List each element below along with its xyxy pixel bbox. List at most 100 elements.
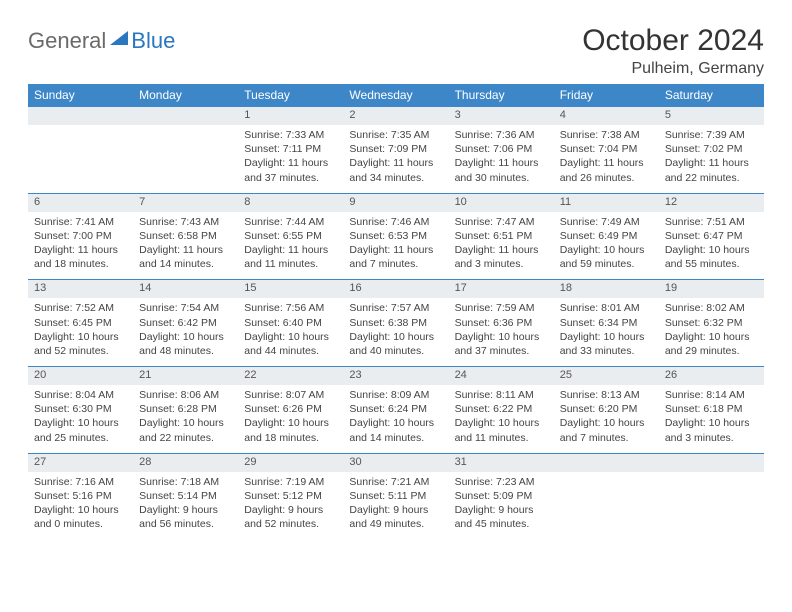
day-details (28, 125, 133, 188)
day-details: Sunrise: 7:57 AMSunset: 6:38 PMDaylight:… (343, 298, 448, 366)
calendar-cell: 8Sunrise: 7:44 AMSunset: 6:55 PMDaylight… (238, 193, 343, 280)
day-number (554, 454, 659, 472)
sunrise-text: Sunrise: 8:11 AM (455, 388, 548, 402)
daylight-text: Daylight: 11 hours and 11 minutes. (244, 243, 337, 271)
calendar-cell: 26Sunrise: 8:14 AMSunset: 6:18 PMDayligh… (659, 367, 764, 454)
calendar-row: 20Sunrise: 8:04 AMSunset: 6:30 PMDayligh… (28, 367, 764, 454)
sunset-text: Sunset: 7:02 PM (665, 142, 758, 156)
weekday-friday: Friday (554, 84, 659, 107)
sunset-text: Sunset: 7:04 PM (560, 142, 653, 156)
day-number (133, 107, 238, 125)
day-number: 5 (659, 107, 764, 125)
daylight-text: Daylight: 9 hours and 52 minutes. (244, 503, 337, 531)
day-number: 6 (28, 194, 133, 212)
calendar-cell: 10Sunrise: 7:47 AMSunset: 6:51 PMDayligh… (449, 193, 554, 280)
daylight-text: Daylight: 9 hours and 49 minutes. (349, 503, 442, 531)
calendar-cell: 14Sunrise: 7:54 AMSunset: 6:42 PMDayligh… (133, 280, 238, 367)
weekday-sunday: Sunday (28, 84, 133, 107)
calendar-cell: 5Sunrise: 7:39 AMSunset: 7:02 PMDaylight… (659, 107, 764, 194)
daylight-text: Daylight: 10 hours and 14 minutes. (349, 416, 442, 444)
day-details: Sunrise: 8:13 AMSunset: 6:20 PMDaylight:… (554, 385, 659, 453)
sunset-text: Sunset: 5:09 PM (455, 489, 548, 503)
calendar-cell: 16Sunrise: 7:57 AMSunset: 6:38 PMDayligh… (343, 280, 448, 367)
daylight-text: Daylight: 10 hours and 18 minutes. (244, 416, 337, 444)
daylight-text: Daylight: 10 hours and 22 minutes. (139, 416, 232, 444)
calendar-cell: 23Sunrise: 8:09 AMSunset: 6:24 PMDayligh… (343, 367, 448, 454)
day-number: 25 (554, 367, 659, 385)
day-number: 14 (133, 280, 238, 298)
calendar-cell: 30Sunrise: 7:21 AMSunset: 5:11 PMDayligh… (343, 453, 448, 539)
sunrise-text: Sunrise: 7:54 AM (139, 301, 232, 315)
sunset-text: Sunset: 5:16 PM (34, 489, 127, 503)
day-number: 11 (554, 194, 659, 212)
sunset-text: Sunset: 6:36 PM (455, 316, 548, 330)
day-number (659, 454, 764, 472)
sunset-text: Sunset: 6:22 PM (455, 402, 548, 416)
daylight-text: Daylight: 10 hours and 40 minutes. (349, 330, 442, 358)
day-number: 24 (449, 367, 554, 385)
sunrise-text: Sunrise: 8:13 AM (560, 388, 653, 402)
day-number: 13 (28, 280, 133, 298)
day-details: Sunrise: 8:06 AMSunset: 6:28 PMDaylight:… (133, 385, 238, 453)
calendar-cell: 6Sunrise: 7:41 AMSunset: 7:00 PMDaylight… (28, 193, 133, 280)
daylight-text: Daylight: 10 hours and 7 minutes. (560, 416, 653, 444)
calendar-cell: 20Sunrise: 8:04 AMSunset: 6:30 PMDayligh… (28, 367, 133, 454)
daylight-text: Daylight: 10 hours and 33 minutes. (560, 330, 653, 358)
day-details: Sunrise: 7:49 AMSunset: 6:49 PMDaylight:… (554, 212, 659, 280)
sunset-text: Sunset: 6:18 PM (665, 402, 758, 416)
daylight-text: Daylight: 11 hours and 7 minutes. (349, 243, 442, 271)
daylight-text: Daylight: 10 hours and 29 minutes. (665, 330, 758, 358)
day-details: Sunrise: 8:01 AMSunset: 6:34 PMDaylight:… (554, 298, 659, 366)
sunrise-text: Sunrise: 7:51 AM (665, 215, 758, 229)
calendar-table: Sunday Monday Tuesday Wednesday Thursday… (28, 84, 764, 539)
day-details: Sunrise: 8:02 AMSunset: 6:32 PMDaylight:… (659, 298, 764, 366)
day-details: Sunrise: 7:36 AMSunset: 7:06 PMDaylight:… (449, 125, 554, 193)
day-details: Sunrise: 8:11 AMSunset: 6:22 PMDaylight:… (449, 385, 554, 453)
calendar-cell: 22Sunrise: 8:07 AMSunset: 6:26 PMDayligh… (238, 367, 343, 454)
day-details: Sunrise: 7:54 AMSunset: 6:42 PMDaylight:… (133, 298, 238, 366)
daylight-text: Daylight: 10 hours and 37 minutes. (455, 330, 548, 358)
sunrise-text: Sunrise: 7:23 AM (455, 475, 548, 489)
day-details: Sunrise: 8:14 AMSunset: 6:18 PMDaylight:… (659, 385, 764, 453)
daylight-text: Daylight: 10 hours and 11 minutes. (455, 416, 548, 444)
day-number: 21 (133, 367, 238, 385)
sunrise-text: Sunrise: 8:01 AM (560, 301, 653, 315)
sunset-text: Sunset: 6:58 PM (139, 229, 232, 243)
weekday-thursday: Thursday (449, 84, 554, 107)
sunset-text: Sunset: 6:28 PM (139, 402, 232, 416)
daylight-text: Daylight: 10 hours and 0 minutes. (34, 503, 127, 531)
calendar-cell: 12Sunrise: 7:51 AMSunset: 6:47 PMDayligh… (659, 193, 764, 280)
day-number: 16 (343, 280, 448, 298)
calendar-cell: 7Sunrise: 7:43 AMSunset: 6:58 PMDaylight… (133, 193, 238, 280)
day-details: Sunrise: 7:59 AMSunset: 6:36 PMDaylight:… (449, 298, 554, 366)
calendar-row: 1Sunrise: 7:33 AMSunset: 7:11 PMDaylight… (28, 107, 764, 194)
calendar-row: 13Sunrise: 7:52 AMSunset: 6:45 PMDayligh… (28, 280, 764, 367)
logo: General Blue (28, 28, 175, 54)
sunrise-text: Sunrise: 7:33 AM (244, 128, 337, 142)
daylight-text: Daylight: 10 hours and 55 minutes. (665, 243, 758, 271)
sunset-text: Sunset: 6:47 PM (665, 229, 758, 243)
sunrise-text: Sunrise: 8:02 AM (665, 301, 758, 315)
sunset-text: Sunset: 6:24 PM (349, 402, 442, 416)
sunrise-text: Sunrise: 7:47 AM (455, 215, 548, 229)
sunrise-text: Sunrise: 8:07 AM (244, 388, 337, 402)
sunset-text: Sunset: 7:06 PM (455, 142, 548, 156)
day-number: 30 (343, 454, 448, 472)
day-number: 4 (554, 107, 659, 125)
sunrise-text: Sunrise: 7:39 AM (665, 128, 758, 142)
daylight-text: Daylight: 11 hours and 26 minutes. (560, 156, 653, 184)
day-number: 31 (449, 454, 554, 472)
sunset-text: Sunset: 7:11 PM (244, 142, 337, 156)
day-details: Sunrise: 8:04 AMSunset: 6:30 PMDaylight:… (28, 385, 133, 453)
month-title: October 2024 (582, 24, 764, 58)
sunrise-text: Sunrise: 7:52 AM (34, 301, 127, 315)
sunrise-text: Sunrise: 7:16 AM (34, 475, 127, 489)
weekday-tuesday: Tuesday (238, 84, 343, 107)
sunrise-text: Sunrise: 7:35 AM (349, 128, 442, 142)
sunrise-text: Sunrise: 7:36 AM (455, 128, 548, 142)
day-details: Sunrise: 7:51 AMSunset: 6:47 PMDaylight:… (659, 212, 764, 280)
day-number (28, 107, 133, 125)
day-number: 12 (659, 194, 764, 212)
sunset-text: Sunset: 6:49 PM (560, 229, 653, 243)
calendar-cell: 31Sunrise: 7:23 AMSunset: 5:09 PMDayligh… (449, 453, 554, 539)
